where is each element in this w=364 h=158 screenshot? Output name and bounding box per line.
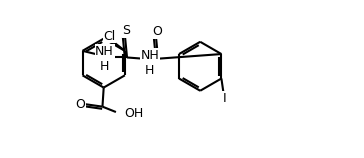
Text: Cl: Cl (103, 30, 116, 43)
Text: O: O (75, 98, 85, 111)
Text: OH: OH (124, 107, 144, 120)
Text: NH
H: NH H (95, 45, 114, 73)
Text: S: S (122, 24, 130, 37)
Text: I: I (223, 92, 226, 105)
Text: O: O (153, 25, 162, 38)
Text: NH
H: NH H (141, 49, 159, 77)
